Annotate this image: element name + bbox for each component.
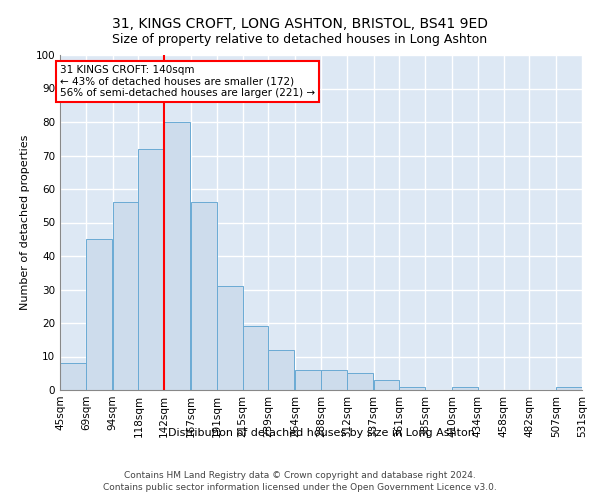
Bar bbox=[374, 380, 400, 390]
Text: 31 KINGS CROFT: 140sqm
← 43% of detached houses are smaller (172)
56% of semi-de: 31 KINGS CROFT: 140sqm ← 43% of detached… bbox=[60, 65, 315, 98]
Bar bbox=[295, 370, 321, 390]
Bar bbox=[60, 363, 86, 390]
Y-axis label: Number of detached properties: Number of detached properties bbox=[20, 135, 30, 310]
Bar bbox=[321, 370, 347, 390]
Bar bbox=[242, 326, 268, 390]
Bar bbox=[164, 122, 190, 390]
Bar bbox=[347, 373, 373, 390]
Bar bbox=[268, 350, 294, 390]
Bar bbox=[400, 386, 425, 390]
Bar bbox=[556, 386, 582, 390]
Bar bbox=[139, 149, 164, 390]
Bar bbox=[86, 240, 112, 390]
Text: 31, KINGS CROFT, LONG ASHTON, BRISTOL, BS41 9ED: 31, KINGS CROFT, LONG ASHTON, BRISTOL, B… bbox=[112, 18, 488, 32]
Text: Contains public sector information licensed under the Open Government Licence v3: Contains public sector information licen… bbox=[103, 484, 497, 492]
Text: Contains HM Land Registry data © Crown copyright and database right 2024.: Contains HM Land Registry data © Crown c… bbox=[124, 471, 476, 480]
Text: Distribution of detached houses by size in Long Ashton: Distribution of detached houses by size … bbox=[167, 428, 475, 438]
Text: Size of property relative to detached houses in Long Ashton: Size of property relative to detached ho… bbox=[112, 32, 488, 46]
Bar bbox=[452, 386, 478, 390]
Bar bbox=[113, 202, 139, 390]
Bar bbox=[191, 202, 217, 390]
Bar bbox=[217, 286, 242, 390]
